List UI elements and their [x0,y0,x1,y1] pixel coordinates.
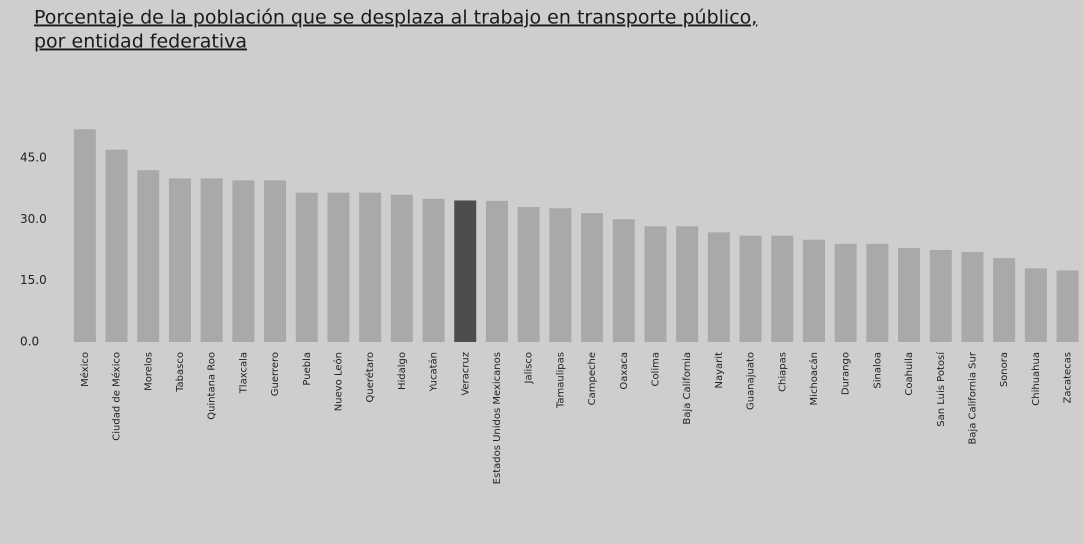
x-tick-label: Morelos [143,352,154,391]
x-tick-label: Puebla [302,352,313,386]
bar [866,243,889,342]
x-tick-label: Nuevo León [332,352,344,411]
bar [454,200,477,342]
y-tick-label: 0.0 [20,335,39,349]
x-tick-label: Hidalgo [397,352,408,390]
bar [359,192,382,342]
bar [485,200,508,342]
bar [707,232,730,342]
bar [739,235,762,342]
x-tick-label: Querétaro [364,352,376,402]
x-tick-label: Tabasco [175,352,186,393]
x-tick-label: Chihuahua [1031,352,1042,406]
bar [549,208,572,342]
chart-title: por entidad federativa [34,31,247,53]
bar [929,249,952,342]
bar [200,178,223,342]
x-tick-label: Coahuila [904,352,915,396]
x-tick-label: Durango [841,352,852,395]
x-tick-label: Campeche [587,352,598,405]
y-tick-label: 15.0 [20,273,47,287]
y-tick-label: 30.0 [20,212,47,226]
x-tick-label: Zacatecas [1063,352,1074,404]
bar [581,213,604,342]
x-tick-label: Nayarit [714,352,725,389]
bar [137,170,160,342]
bar [517,207,540,342]
x-tick-label: Sinaloa [872,352,883,389]
bar [327,192,350,342]
x-tick-label: Guerrero [270,352,281,396]
x-tick-label: Michoacán [808,352,820,405]
y-tick-label: 45.0 [20,150,47,164]
bar [802,239,825,342]
bar [264,180,287,342]
x-tick-label: Jalisco [524,352,535,384]
x-tick-label: Baja California [682,352,693,425]
bar [644,226,667,342]
x-tick-label: Ciudad de México [111,352,123,441]
chart-title: Porcentaje de la población que se despla… [34,7,757,29]
x-tick-label: Tamaulipas [555,352,566,409]
x-tick-label: Sonora [999,352,1010,387]
bar [390,194,413,342]
bar [295,192,318,342]
x-tick-label: Tlaxcala [238,352,249,394]
bar [898,247,921,342]
bar [422,198,445,342]
x-tick-label: Oaxaca [619,352,630,390]
x-tick-label: Estados Unidos Mexicanos [492,352,503,484]
bar [1024,268,1047,342]
x-tick-label: Veracruz [460,352,471,396]
bar [168,178,191,342]
bar [676,226,699,342]
bar [993,258,1016,342]
bar [961,252,984,342]
x-tick-label: Yucatán [428,352,440,392]
bar [232,180,255,342]
x-tick-label: México [79,352,91,387]
x-tick-label: Chiapas [777,352,788,392]
x-tick-label: Baja California Sur [967,351,978,444]
bar [1056,270,1079,342]
x-tick-label: Colima [650,352,661,387]
bar [612,219,635,342]
x-tick-label: Guanajuato [746,352,757,410]
bar [834,243,857,342]
bar [771,235,794,342]
bar [105,149,128,342]
x-tick-label: San Luis Potosí [935,351,947,427]
bar [73,129,96,342]
x-tick-label: Quintana Roo [207,352,218,420]
